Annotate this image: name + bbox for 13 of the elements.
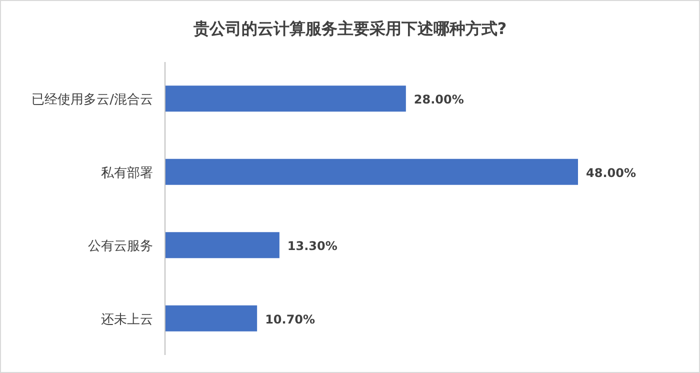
chart-title: 贵公司的云计算服务主要采用下述哪种方式? bbox=[192, 19, 507, 38]
bar bbox=[165, 158, 578, 185]
bar bbox=[165, 86, 406, 112]
y-tick-label: 已经使用多云/混合云 bbox=[32, 92, 153, 108]
y-tick-label: 公有云服务 bbox=[88, 239, 153, 254]
data-label: 28.00% bbox=[414, 92, 464, 107]
data-label: 10.70% bbox=[265, 312, 316, 326]
bar bbox=[165, 305, 258, 332]
y-tick-label: 私有部署 bbox=[101, 166, 153, 181]
y-tick-label: 还未上云 bbox=[101, 312, 153, 328]
data-label: 48.00% bbox=[586, 166, 636, 180]
bar bbox=[165, 232, 280, 258]
data-label: 13.30% bbox=[287, 239, 338, 254]
